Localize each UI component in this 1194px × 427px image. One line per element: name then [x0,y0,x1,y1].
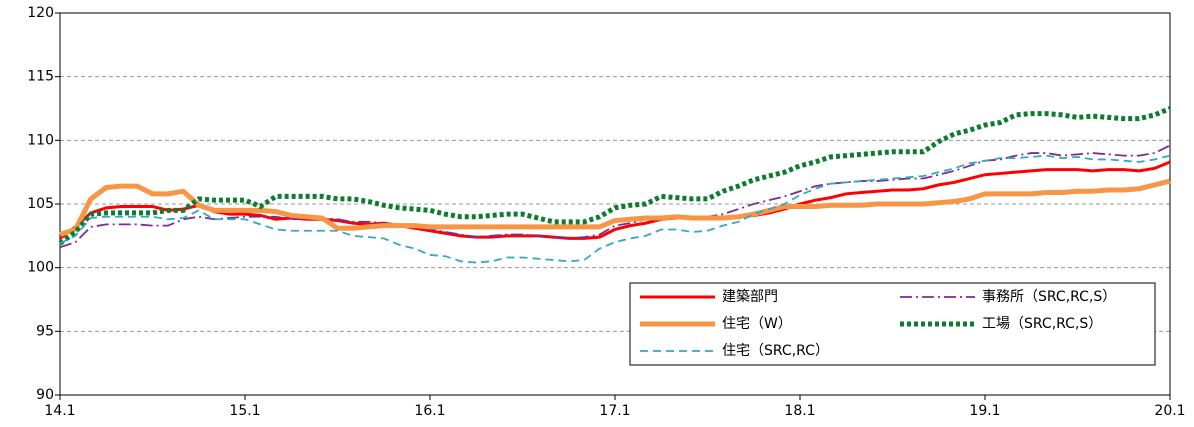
x-tick-label: 14.1 [44,403,75,419]
y-tick-label: 95 [36,323,54,339]
series-line [59,178,1171,237]
series-line [59,144,1171,249]
y-tick-label: 120 [27,5,54,21]
legend-label: 住宅（SRC,RC） [722,343,829,359]
x-tick-label: 18.1 [784,403,815,419]
series-line [59,160,1171,240]
x-tick-label: 16.1 [414,403,445,419]
series-line [58,106,1171,246]
x-tick-label: 17.1 [599,403,630,419]
y-tick-label: 115 [27,69,54,85]
series-line [59,154,1171,264]
x-tick-label: 20.1 [1154,403,1185,419]
legend-box [629,282,1156,366]
x-tick-label: 15.1 [229,403,260,419]
x-tick-label: 19.1 [969,403,1000,419]
y-tick-label: 100 [27,260,54,276]
y-tick-label: 110 [27,132,54,148]
y-tick-label: 90 [36,387,54,403]
plot-frame [59,12,1171,396]
legend-label: 住宅（W） [722,316,792,332]
y-tick-label: 105 [27,196,54,212]
legend-label: 事務所（SRC,RC,S） [982,289,1116,305]
legend-label: 建築部門 [722,289,778,305]
legend-label: 工場（SRC,RC,S） [982,316,1102,332]
